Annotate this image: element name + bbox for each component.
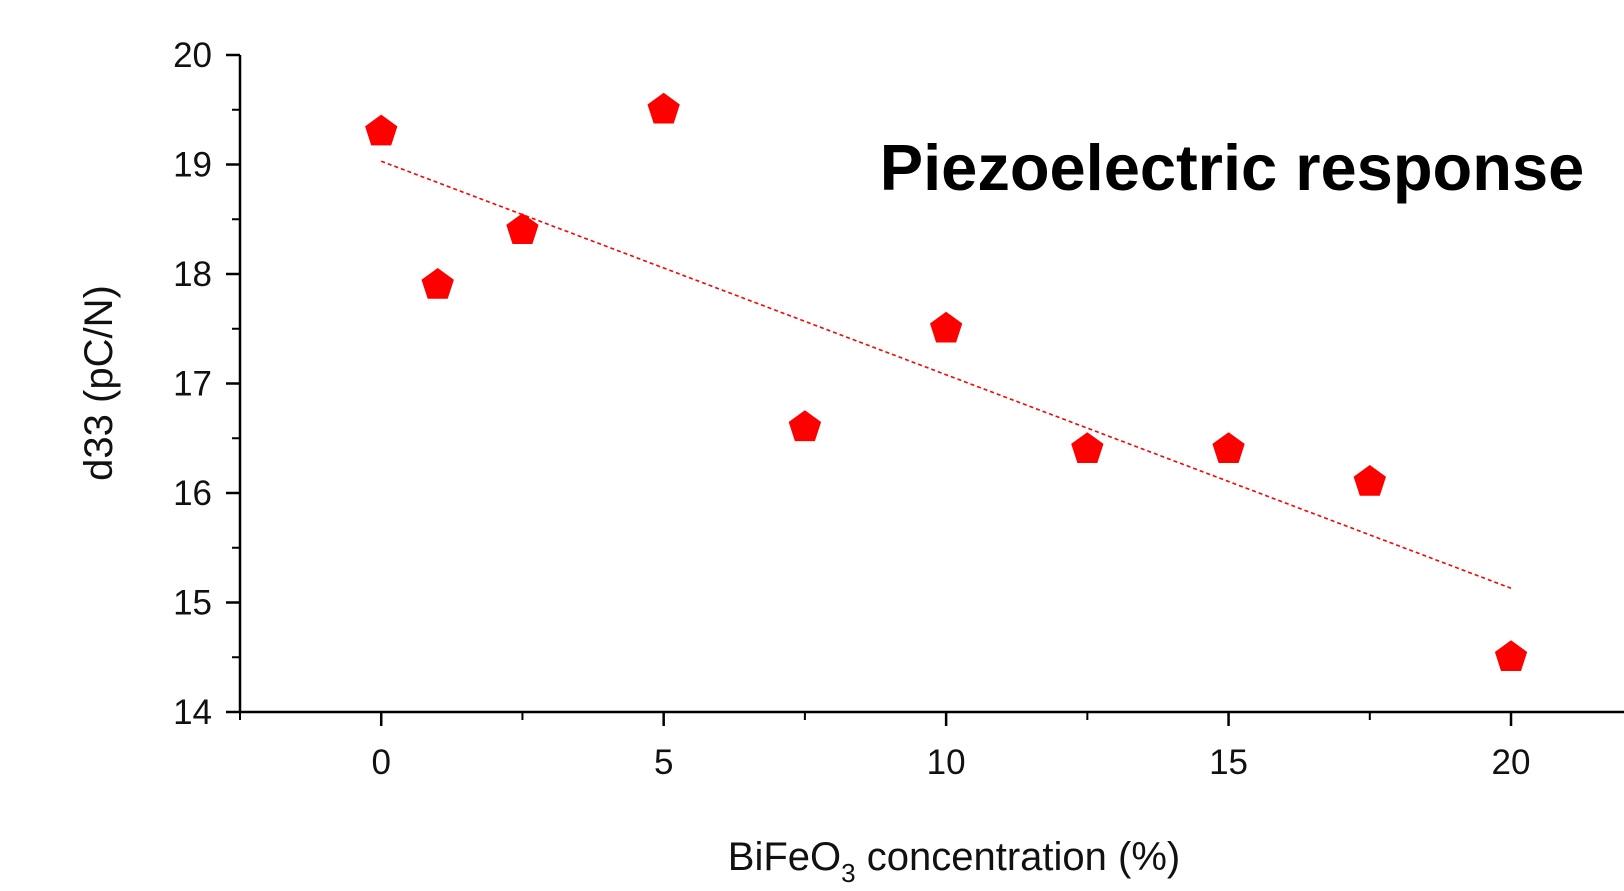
- y-tick-label: 14: [173, 693, 212, 732]
- data-point: [365, 114, 398, 146]
- y-tick-label: 16: [173, 474, 212, 513]
- y-tick-label: 17: [173, 365, 212, 404]
- data-point: [930, 311, 963, 343]
- x-tick-label: 10: [927, 743, 966, 782]
- x-axis-title-subscript: 3: [841, 858, 855, 888]
- data-point: [1494, 640, 1528, 671]
- trendline: [380, 160, 1512, 590]
- chart-title: Piezoelectric response: [880, 131, 1585, 204]
- data-point: [421, 268, 454, 299]
- y-tick-label: 20: [173, 36, 212, 75]
- data-point: [1353, 465, 1386, 496]
- data-point: [1212, 432, 1245, 463]
- x-tick-label: 5: [654, 743, 673, 782]
- x-tick-label: 15: [1209, 743, 1248, 782]
- x-axis-title-base: BiFeO: [728, 835, 841, 879]
- x-tick-label: 20: [1492, 743, 1531, 782]
- trendline-group: [380, 160, 1512, 590]
- y-tick-label: 18: [173, 255, 212, 294]
- data-point: [1071, 432, 1104, 463]
- data-point: [647, 92, 680, 124]
- x-tick-label: 0: [371, 743, 390, 782]
- x-axis-title: BiFeO3 concentration (%): [728, 835, 1180, 888]
- x-axis-title-rest: concentration (%): [856, 835, 1181, 879]
- tick-marks: [226, 53, 1513, 726]
- y-tick-label: 19: [173, 146, 212, 185]
- tick-labels: 14 15 16 17 18 19 20 0 5 10 15 20: [173, 36, 1530, 782]
- data-points: [365, 92, 1528, 671]
- y-axis-title: d33 (pC/N): [77, 285, 121, 481]
- y-tick-label: 15: [173, 584, 212, 623]
- data-point: [788, 410, 822, 442]
- data-point: [506, 213, 539, 244]
